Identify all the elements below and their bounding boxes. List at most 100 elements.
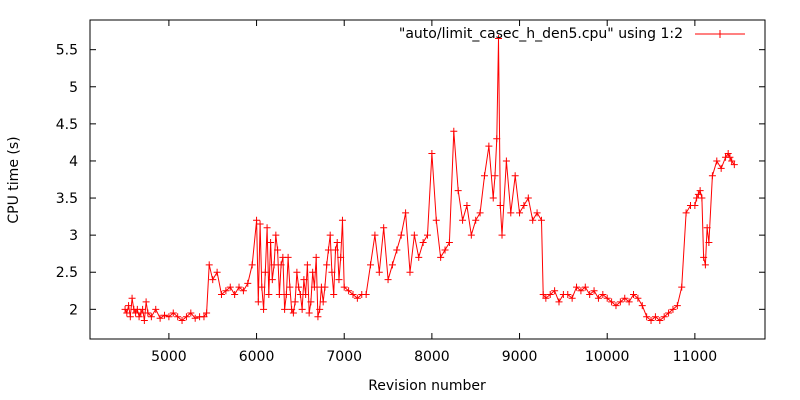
data-point bbox=[261, 268, 269, 276]
data-point bbox=[213, 268, 221, 276]
x-tick-label: 7000 bbox=[326, 349, 362, 365]
data-point bbox=[349, 290, 357, 298]
data-point bbox=[330, 290, 338, 298]
data-point bbox=[191, 314, 199, 322]
data-point bbox=[673, 302, 681, 310]
data-point bbox=[380, 224, 388, 232]
data-point bbox=[703, 224, 711, 232]
data-point bbox=[328, 268, 336, 276]
data-point bbox=[476, 209, 484, 217]
data-point bbox=[205, 261, 213, 269]
data-point bbox=[495, 35, 503, 43]
data-point bbox=[260, 305, 268, 313]
data-point bbox=[277, 261, 285, 269]
data-point bbox=[137, 309, 145, 317]
data-point bbox=[507, 209, 515, 217]
data-point bbox=[450, 127, 458, 135]
legend-marker-sample bbox=[716, 30, 724, 38]
data-point bbox=[331, 246, 339, 254]
y-tick-label: 4.5 bbox=[56, 117, 78, 133]
data-point bbox=[305, 309, 313, 317]
data-point bbox=[485, 142, 493, 150]
y-tick-label: 5 bbox=[69, 80, 78, 96]
data-point bbox=[267, 239, 275, 247]
data-point bbox=[700, 253, 708, 261]
data-point bbox=[335, 276, 343, 284]
y-tick-label: 3.5 bbox=[56, 191, 78, 207]
data-point bbox=[253, 216, 261, 224]
data-point bbox=[248, 261, 256, 269]
data-point bbox=[288, 305, 296, 313]
data-point bbox=[263, 224, 271, 232]
data-point bbox=[496, 201, 504, 209]
data-point bbox=[612, 302, 620, 310]
x-axis-label: Revision number bbox=[368, 378, 486, 394]
data-point bbox=[337, 253, 345, 261]
data-point bbox=[410, 231, 418, 239]
data-point bbox=[258, 283, 266, 291]
data-point bbox=[625, 298, 633, 306]
data-point bbox=[529, 216, 537, 224]
data-point bbox=[289, 309, 297, 317]
data-point bbox=[126, 313, 134, 321]
data-point bbox=[231, 290, 239, 298]
y-tick-label: 2.5 bbox=[56, 265, 78, 281]
data-point bbox=[516, 209, 524, 217]
data-point bbox=[546, 290, 554, 298]
data-point bbox=[573, 283, 581, 291]
data-point bbox=[651, 313, 659, 321]
data-point bbox=[156, 314, 164, 322]
data-point bbox=[586, 290, 594, 298]
data-point bbox=[415, 253, 423, 261]
data-point bbox=[424, 231, 431, 239]
data-point bbox=[616, 298, 624, 306]
data-point bbox=[705, 239, 713, 247]
data-point bbox=[307, 298, 315, 306]
data-point bbox=[254, 298, 262, 306]
data-point bbox=[594, 294, 602, 302]
data-point bbox=[432, 216, 440, 224]
data-point bbox=[182, 313, 190, 321]
data-point bbox=[463, 201, 471, 209]
data-point bbox=[564, 290, 572, 298]
data-point bbox=[319, 298, 327, 306]
data-point bbox=[286, 283, 294, 291]
data-point bbox=[696, 187, 704, 195]
x-tick-label: 5000 bbox=[151, 349, 187, 365]
data-point bbox=[665, 309, 673, 317]
data-point bbox=[724, 150, 732, 158]
data-point bbox=[274, 246, 282, 254]
data-point bbox=[298, 305, 306, 313]
data-point bbox=[272, 231, 280, 239]
data-point bbox=[324, 246, 332, 254]
data-point bbox=[226, 283, 234, 291]
y-axis-ticks: 2 2.5 3 3.5 4 4.5 5 5.5 bbox=[56, 43, 765, 318]
data-point bbox=[174, 313, 182, 321]
x-tick-label: 10000 bbox=[585, 349, 630, 365]
data-point bbox=[140, 316, 148, 324]
data-point bbox=[128, 294, 136, 302]
data-point bbox=[437, 253, 445, 261]
data-point bbox=[467, 231, 475, 239]
data-point bbox=[302, 290, 310, 298]
data-point bbox=[698, 194, 706, 202]
data-point bbox=[726, 153, 734, 161]
data-point bbox=[310, 283, 318, 291]
data-point bbox=[502, 157, 510, 165]
data-point bbox=[284, 253, 292, 261]
data-point bbox=[397, 231, 405, 239]
data-point bbox=[200, 313, 208, 321]
x-tick-label: 8000 bbox=[414, 349, 450, 365]
data-point bbox=[291, 298, 299, 306]
data-point bbox=[393, 246, 401, 254]
data-point bbox=[123, 309, 131, 317]
data-point bbox=[235, 283, 243, 291]
data-point bbox=[539, 290, 547, 298]
data-point bbox=[717, 164, 725, 172]
data-point bbox=[730, 161, 738, 169]
data-point bbox=[362, 290, 370, 298]
data-point bbox=[608, 298, 616, 306]
data-point bbox=[603, 294, 611, 302]
data-point bbox=[275, 290, 283, 298]
data-point bbox=[678, 283, 686, 291]
